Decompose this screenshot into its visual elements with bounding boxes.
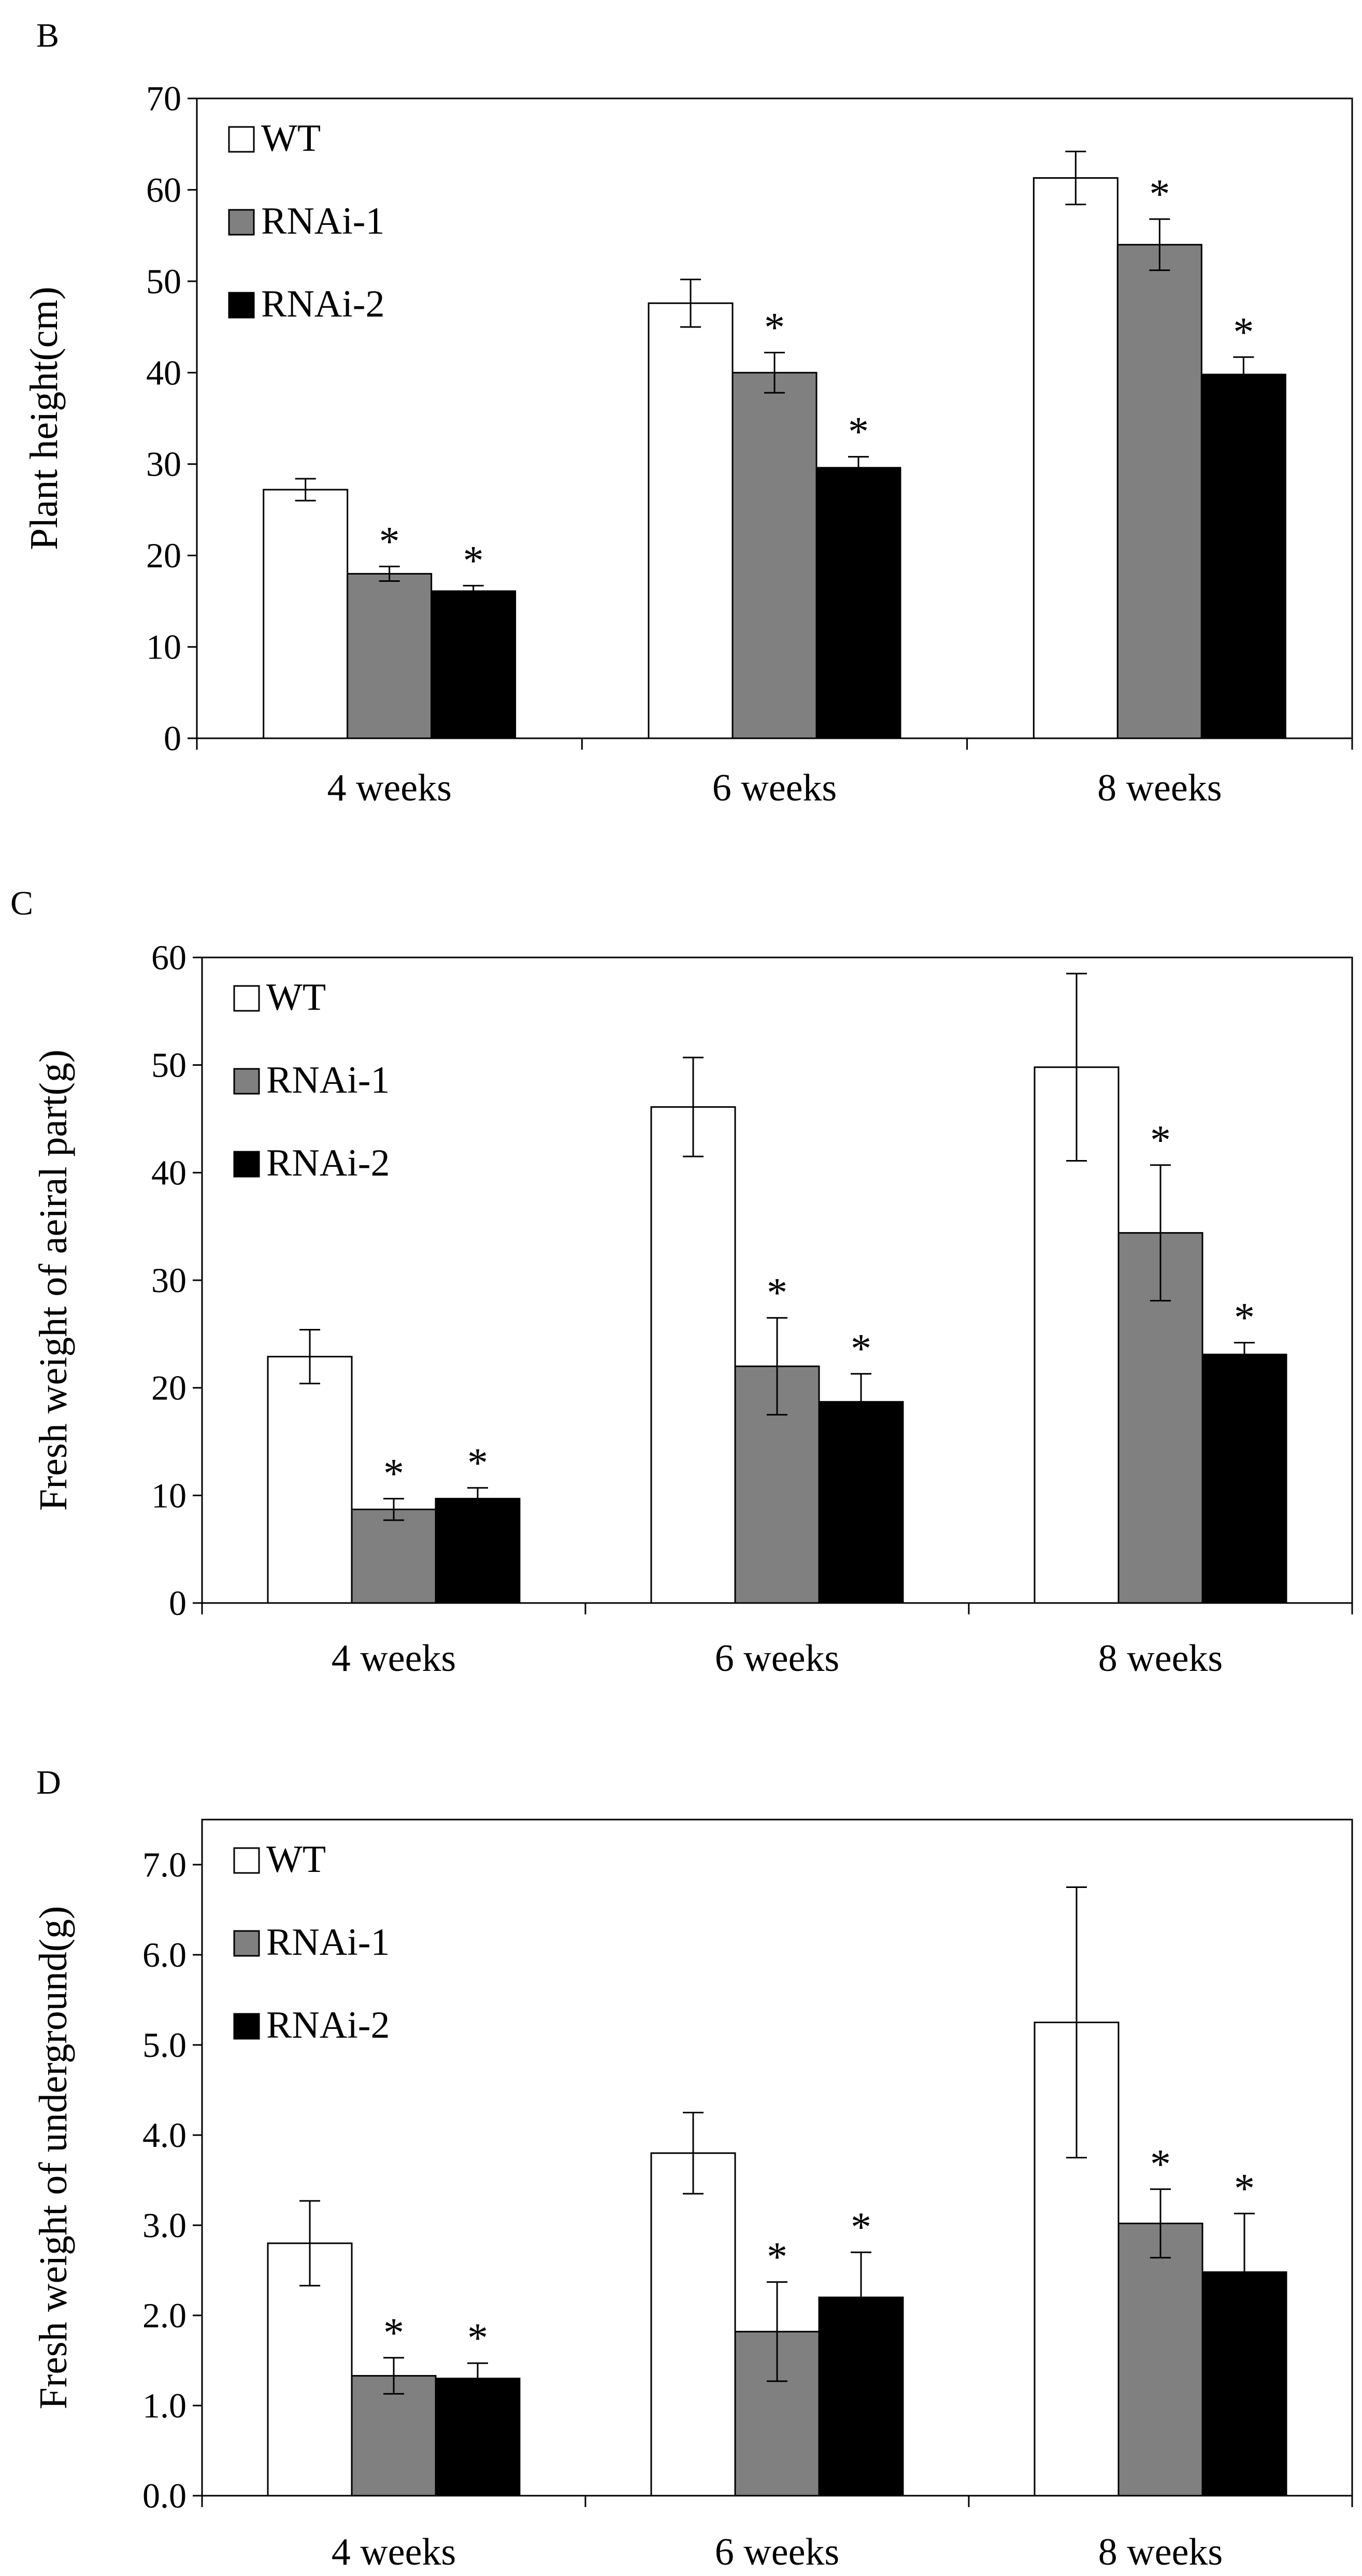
legend-swatch-rnai-1	[233, 1930, 260, 1957]
y-tick-label: 30	[146, 445, 181, 484]
bar-rnai-1-1	[351, 2375, 437, 2497]
y-tick-label: 0	[164, 719, 181, 758]
legend-label: RNAi-2	[266, 1142, 390, 1184]
legend-swatch-rnai-1	[233, 1068, 260, 1095]
bar-rnai-1-1	[347, 573, 433, 739]
legend-label: WT	[266, 1838, 326, 1881]
legend-swatch-rnai-2	[233, 2013, 260, 2040]
significance-asterisk: *	[383, 1451, 404, 1497]
significance-asterisk: *	[467, 2315, 488, 2361]
legend-swatch-wt	[228, 126, 255, 153]
x-category-label: 4 weeks	[332, 2531, 456, 2573]
bar-rnai-2-3	[1201, 1353, 1287, 1604]
y-tick-label: 5.0	[142, 2025, 187, 2065]
y-tick-label: 3.0	[142, 2206, 187, 2245]
panel-letter: C	[10, 884, 33, 922]
y-tick-label: 0.0	[142, 2476, 187, 2515]
y-tick-label: 40	[151, 1153, 187, 1192]
y-tick-label: 2.0	[142, 2296, 187, 2335]
y-tick-label: 70	[146, 79, 181, 118]
x-category-label: 8 weeks	[1098, 1637, 1223, 1680]
y-tick-label: 60	[151, 938, 187, 977]
y-tick-label: 10	[146, 627, 181, 667]
significance-asterisk: *	[379, 519, 400, 564]
bar-wt-3	[1033, 177, 1119, 739]
bar-wt-2	[650, 1106, 736, 1604]
panel-letter: B	[36, 17, 59, 54]
y-tick-label: 20	[146, 536, 181, 575]
bar-rnai-1-3	[1116, 244, 1202, 739]
bar-wt-2	[648, 302, 734, 739]
y-tick-label: 30	[151, 1261, 187, 1300]
y-tick-label: 10	[151, 1476, 187, 1515]
panel-letter: D	[36, 1764, 61, 1801]
significance-asterisk: *	[1234, 2166, 1255, 2211]
significance-asterisk: *	[851, 2205, 871, 2250]
x-category-label: 8 weeks	[1098, 2531, 1223, 2573]
significance-asterisk: *	[851, 1326, 871, 1372]
y-tick-label: 50	[151, 1046, 187, 1085]
y-tick-label: 6.0	[142, 1935, 187, 1974]
significance-asterisk: *	[1150, 2141, 1171, 2187]
significance-asterisk: *	[463, 538, 484, 583]
significance-asterisk: *	[1149, 171, 1170, 217]
y-tick-label: 60	[146, 170, 181, 209]
legend-label: RNAi-1	[266, 1059, 390, 1101]
bar-rnai-2-1	[435, 1498, 521, 1604]
chart-panel-d: D 0.0 1.0 2.0 3.0 4.0 5.0 6.0 7.0 Fresh weight of…	[32, 1764, 1353, 2573]
bar-wt-2	[650, 2152, 736, 2497]
y-tick-label: 4.0	[142, 2115, 187, 2155]
x-category-label: 6 weeks	[715, 1637, 839, 1680]
x-category-label: 8 weeks	[1097, 767, 1222, 809]
legend-swatch-wt	[233, 985, 260, 1012]
y-tick-label: 50	[146, 262, 181, 301]
bar-rnai-2-3	[1200, 374, 1286, 739]
y-tick-label: 1.0	[142, 2386, 187, 2425]
legend-label: RNAi-1	[266, 1921, 390, 1964]
bar-wt-1	[263, 489, 349, 739]
y-tick-label: 40	[146, 353, 181, 392]
y-axis-title: Fresh weight of aeiral part(g)	[32, 1050, 75, 1511]
significance-asterisk: *	[1233, 309, 1254, 355]
significance-asterisk: *	[764, 305, 785, 350]
y-axis-title: Plant height(cm)	[22, 287, 66, 550]
significance-asterisk: *	[1150, 1118, 1171, 1163]
significance-asterisk: *	[1234, 1295, 1255, 1340]
legend-swatch-rnai-2	[228, 292, 255, 319]
bar-rnai-1-1	[351, 1508, 437, 1604]
bar-rnai-1-3	[1117, 2223, 1203, 2497]
x-category-label: 6 weeks	[715, 2531, 839, 2573]
bar-rnai-1-2	[732, 371, 818, 739]
significance-asterisk: *	[467, 1440, 488, 1486]
significance-asterisk: *	[848, 409, 869, 455]
significance-asterisk: *	[767, 1270, 787, 1316]
x-category-label: 4 weeks	[327, 767, 451, 809]
x-category-label: 4 weeks	[332, 1637, 456, 1680]
y-tick-label: 0	[169, 1583, 187, 1623]
legend-swatch-rnai-1	[228, 209, 255, 236]
y-axis-title: Fresh weight of underground(g)	[32, 1906, 75, 2410]
legend-label: RNAi-2	[266, 2004, 390, 2047]
y-tick-label: 7.0	[142, 1845, 187, 1884]
x-category-label: 6 weeks	[712, 767, 837, 809]
legend-label: RNAi-1	[261, 200, 384, 242]
y-tick-label: 20	[151, 1368, 187, 1408]
legend-swatch-rnai-2	[233, 1151, 260, 1178]
legend-label: WT	[266, 976, 326, 1019]
bar-rnai-2-2	[815, 467, 901, 739]
chart-panel-b: B 0 10 20 30 40 50 60 70 Plant height(cm) * * 4 week…	[22, 17, 1353, 809]
bar-rnai-2-1	[431, 590, 517, 739]
bar-rnai-2-1	[435, 2378, 521, 2497]
legend-label: RNAi-2	[261, 283, 384, 325]
significance-asterisk: *	[767, 2235, 787, 2280]
significance-asterisk: *	[383, 2310, 404, 2356]
legend-label: WT	[261, 117, 321, 160]
bar-wt-1	[267, 1355, 353, 1604]
legend-swatch-wt	[233, 1847, 260, 1874]
chart-panel-c: C 0 10 20 30 40 50 60 Fresh weight of aeiral par…	[10, 884, 1353, 1680]
bar-rnai-2-2	[818, 1401, 904, 1604]
